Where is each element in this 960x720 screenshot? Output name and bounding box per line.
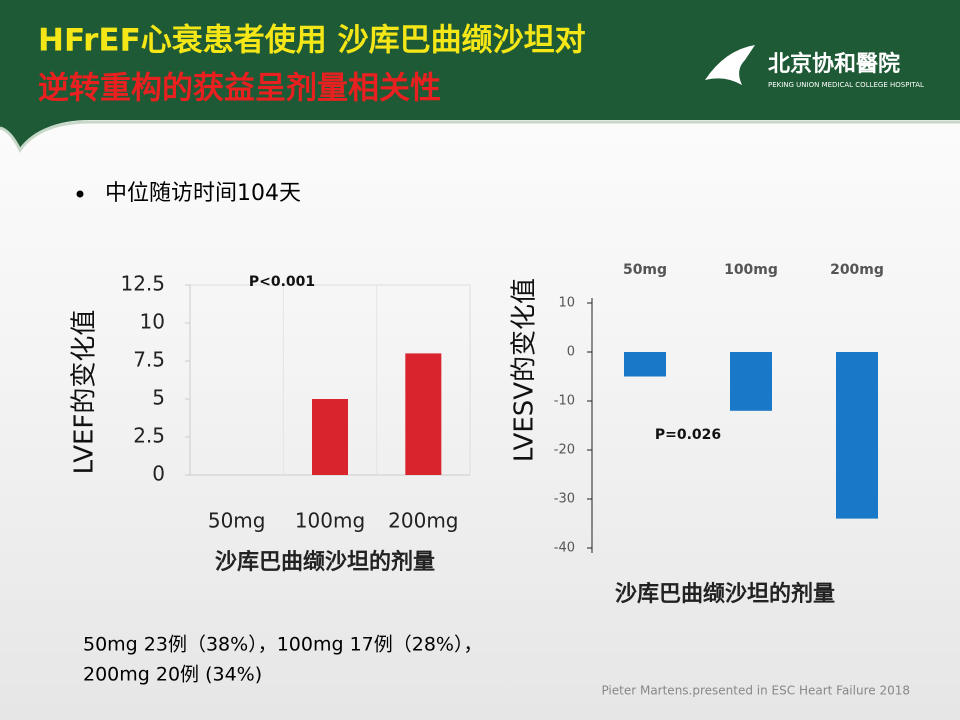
x-tick-label: 100mg bbox=[295, 509, 365, 533]
header-band bbox=[0, 0, 960, 150]
bar bbox=[405, 353, 442, 475]
y-tick-label: -30 bbox=[554, 492, 575, 507]
x-axis-label: 沙库巴曲缬沙坦的剂量 bbox=[615, 581, 835, 607]
bullet-dot bbox=[76, 190, 84, 198]
bar bbox=[312, 399, 348, 475]
annotation: P=0.026 bbox=[655, 427, 721, 443]
x-axis-label: 沙库巴曲缬沙坦的剂量 bbox=[215, 549, 435, 575]
footnote: 200mg 20例 (34%) bbox=[83, 664, 262, 686]
x-tick-label: 50mg bbox=[208, 509, 266, 533]
y-tick-label: 0 bbox=[567, 345, 575, 360]
annotation: P<0.001 bbox=[249, 274, 315, 290]
y-tick-label: 0 bbox=[152, 462, 165, 486]
logo-name: 北京协和醫院 bbox=[768, 51, 900, 77]
x-tick-label: 100mg bbox=[724, 262, 778, 278]
y-axis-label: LVEF的变化值 bbox=[70, 310, 100, 475]
footnote: 50mg 23例（38%），100mg 17例（28%）， bbox=[83, 634, 482, 656]
y-tick-label: 10 bbox=[140, 310, 165, 334]
y-tick-label: 7.5 bbox=[133, 348, 165, 372]
y-tick-label: 5 bbox=[152, 386, 165, 410]
y-tick-label: 12.5 bbox=[120, 272, 165, 296]
bar bbox=[730, 352, 772, 411]
header-edge bbox=[0, 120, 960, 153]
y-axis-label: LVESV的变化值 bbox=[510, 278, 540, 462]
bullet-text: 中位随访时间104天 bbox=[105, 181, 301, 206]
logo-mark bbox=[705, 45, 755, 85]
bar bbox=[836, 352, 878, 519]
title-line2: 逆转重构的获益呈剂量相关性 bbox=[38, 71, 441, 107]
y-tick-label: 10 bbox=[558, 296, 575, 311]
y-tick-label: -20 bbox=[554, 443, 575, 458]
x-tick-label: 200mg bbox=[830, 262, 884, 278]
logo: 北京协和醫院 PEKING UNION MEDICAL COLLEGE HOSP… bbox=[705, 45, 924, 89]
y-tick-label: -40 bbox=[554, 541, 575, 556]
citation: Pieter Martens.presented in ESC Heart Fa… bbox=[601, 684, 910, 698]
title-line1: HFrEF心衰患者使用 沙库巴曲缬沙坦对 bbox=[38, 23, 586, 59]
x-tick-label: 200mg bbox=[388, 509, 458, 533]
y-tick-label: 2.5 bbox=[133, 424, 165, 448]
x-tick-label: 50mg bbox=[623, 262, 667, 278]
y-tick-label: -10 bbox=[554, 394, 575, 409]
bar bbox=[624, 352, 666, 377]
logo-english: PEKING UNION MEDICAL COLLEGE HOSPITAL bbox=[768, 81, 924, 89]
